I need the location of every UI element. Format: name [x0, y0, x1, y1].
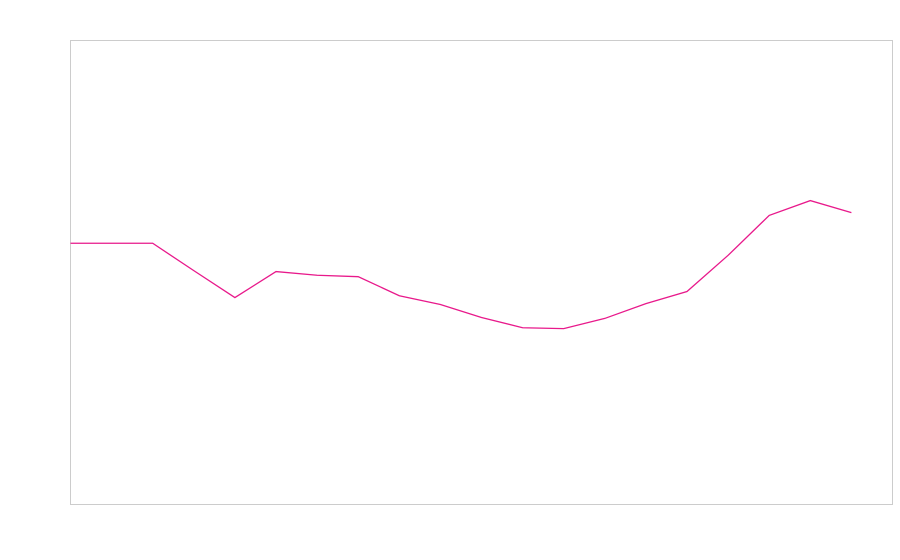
- plot-frame: [70, 40, 893, 505]
- data-line: [70, 199, 852, 330]
